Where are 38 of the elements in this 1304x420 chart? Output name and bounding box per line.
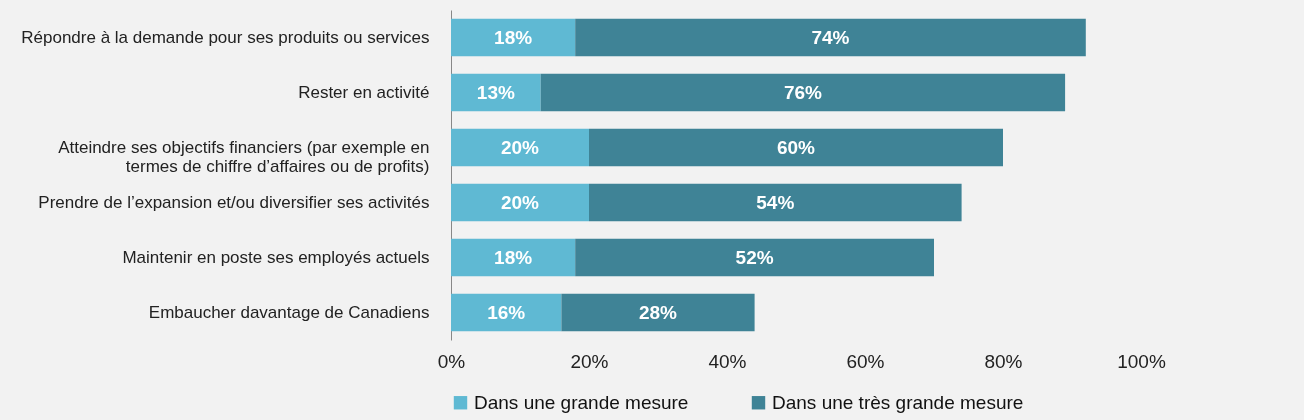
bar: [451, 73, 541, 112]
data-label: 18%: [494, 26, 533, 48]
bar: [451, 183, 589, 222]
bar: [575, 238, 934, 277]
bar: [540, 73, 1066, 112]
x-tick-label: 100%: [1117, 350, 1166, 372]
bar: [451, 128, 589, 167]
x-tick-label: 40%: [708, 350, 747, 372]
legend-label: Dans une grande mesure: [474, 391, 689, 413]
data-label: 60%: [776, 136, 816, 158]
y-tick-label: Prendre de l’expansion et/ou diversifier ses activités: [38, 192, 430, 212]
y-tick-label: Rester en activité: [298, 82, 430, 102]
y-tick-label: Embaucher davantage de Canadiens: [148, 302, 430, 322]
bar: [575, 18, 1086, 57]
data-label: 74%: [811, 26, 850, 48]
data-label: 18%: [494, 246, 533, 268]
data-label: 54%: [756, 191, 795, 213]
x-tick-label: 0%: [437, 350, 466, 372]
x-tick-label: 80%: [984, 350, 1023, 372]
y-tick-label: Atteindre ses objectifs financiers (par exemple en termes de chiffre d’affaires ou de profits): [58, 137, 430, 176]
x-tick-label: 20%: [570, 350, 609, 372]
data-label: 52%: [735, 246, 774, 268]
bar: [451, 293, 562, 332]
data-label: 76%: [783, 81, 823, 103]
bar: [451, 238, 576, 277]
data-label: 13%: [476, 81, 515, 103]
bar: [451, 18, 576, 57]
x-tick-label: 60%: [846, 350, 885, 372]
bar: [589, 128, 1003, 167]
data-label: 28%: [638, 301, 678, 323]
y-tick-label: Maintenir en poste ses employés actuels: [122, 247, 430, 267]
data-label: 20%: [500, 191, 540, 213]
legend-label: Dans une très grande mesure: [772, 391, 1024, 413]
data-label: 16%: [487, 301, 526, 323]
bar: [561, 293, 755, 332]
y-tick-label: Répondre à la demande pour ses produits ou services: [21, 27, 430, 47]
data-label: 20%: [500, 136, 540, 158]
bar: [589, 183, 962, 222]
